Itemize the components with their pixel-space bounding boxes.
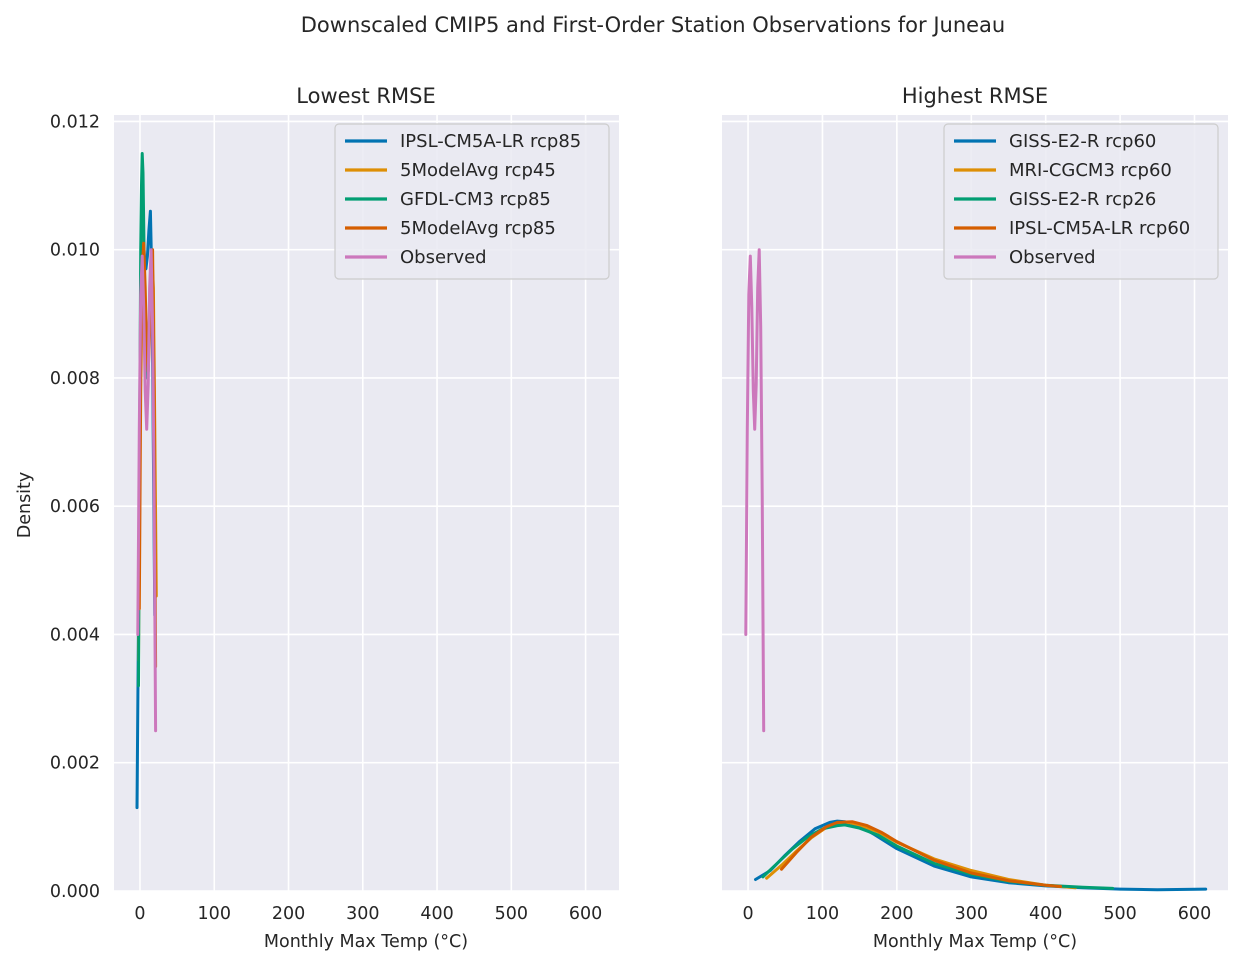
legend-label: GFDL-CM3 rcp85 [400, 189, 551, 210]
y-tick-labels: 0.000 0.002 0.004 0.006 0.008 0.010 0.012 [50, 112, 100, 902]
grid [114, 115, 619, 892]
y-tick-label: 0.010 [50, 241, 100, 261]
x-tick-labels: 0 100 200 300 400 500 600 [742, 904, 1211, 924]
legend-box [943, 123, 1219, 280]
figure-suptitle: Downscaled CMIP5 and First-Order Station… [301, 13, 1005, 37]
x-tick-label: 0 [134, 904, 145, 924]
y-axis-label: Density [15, 472, 35, 539]
x-tick-label: 500 [1103, 904, 1136, 924]
x-tick-label: 100 [806, 904, 839, 924]
legend-label: IPSL-CM5A-LR rcp85 [400, 131, 581, 152]
legend-label: 5ModelAvg rcp85 [400, 218, 556, 239]
y-tick-label: 0.000 [50, 882, 100, 902]
series-line [780, 820, 1063, 888]
panel-highest-rmse: 0 100 200 300 400 500 600 Highest RMSE Monthly… [722, 84, 1228, 952]
x-tick-labels: 0 100 200 300 400 500 600 [134, 904, 602, 924]
panel-title: Lowest RMSE [296, 84, 435, 108]
y-tick-label: 0.004 [50, 625, 100, 645]
series-group [135, 152, 158, 810]
y-tick-label: 0.012 [50, 112, 100, 132]
x-tick-label: 300 [955, 904, 988, 924]
legend-label: Observed [1009, 247, 1096, 268]
x-axis-label: Monthly Max Temp (°C) [264, 932, 468, 952]
legend-label: GISS-E2-R rcp26 [1009, 189, 1156, 210]
series-line [136, 248, 158, 733]
x-tick-label: 300 [346, 904, 379, 924]
x-tick-label: 0 [742, 904, 753, 924]
x-tick-label: 200 [880, 904, 913, 924]
y-tick-label: 0.006 [50, 497, 100, 517]
x-axis-label: Monthly Max Temp (°C) [873, 932, 1077, 952]
legend-box [334, 123, 610, 280]
x-tick-label: 100 [198, 904, 231, 924]
panel-title: Highest RMSE [902, 84, 1048, 108]
y-tick-label: 0.008 [50, 369, 100, 389]
x-tick-label: 400 [1029, 904, 1062, 924]
legend-label: IPSL-CM5A-LR rcp60 [1009, 218, 1190, 239]
x-tick-label: 400 [420, 904, 453, 924]
series-group [744, 248, 1208, 892]
legend-label: GISS-E2-R rcp60 [1009, 131, 1156, 152]
y-tick-label: 0.002 [50, 754, 100, 774]
x-tick-label: 500 [495, 904, 528, 924]
legend-label: 5ModelAvg rcp45 [400, 160, 556, 181]
legend: GISS-E2-R rcp60 MRI-CGCM3 rcp60 GISS-E2-R … [943, 123, 1219, 280]
legend: IPSL-CM5A-LR rcp85 5ModelAvg rcp45 GFDL-CM… [334, 123, 610, 280]
x-tick-label: 200 [272, 904, 305, 924]
legend-label: MRI-CGCM3 rcp60 [1009, 160, 1172, 181]
series-line [744, 248, 766, 733]
x-tick-label: 600 [569, 904, 602, 924]
legend-label: Observed [400, 247, 487, 268]
panel-lowest-rmse: 0.000 0.002 0.004 0.006 0.008 0.010 0.012 0 100… [15, 84, 619, 952]
x-tick-label: 600 [1178, 904, 1211, 924]
